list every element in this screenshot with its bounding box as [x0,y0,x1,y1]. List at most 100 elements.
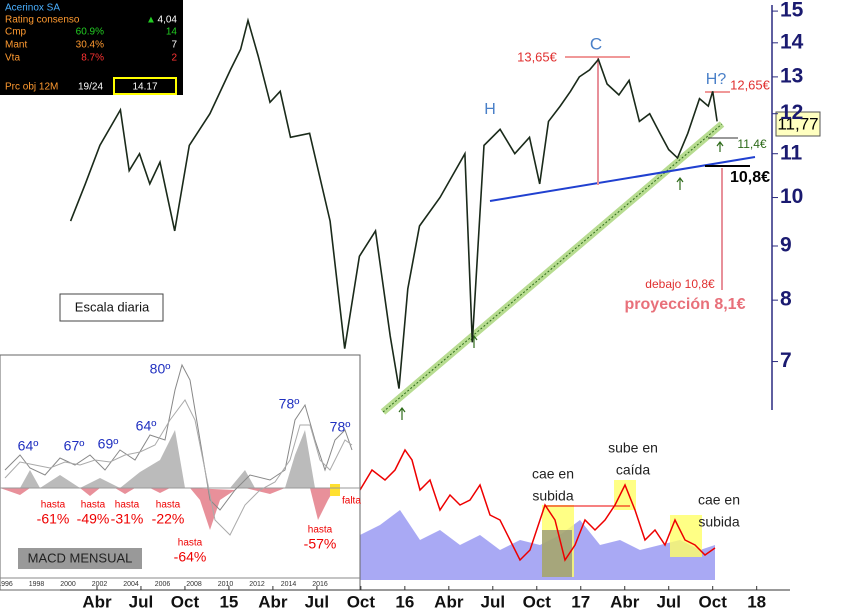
angle-label: 69º [98,436,119,452]
x-tick-label: Oct [699,592,728,611]
x-tick-label: 17 [571,592,590,611]
info-count: 7 [171,40,177,51]
signal-line [4,399,353,536]
angle-label: 67º [64,438,85,454]
macd-bar-area [20,430,315,488]
x-tick-label: Jul [481,592,506,611]
year-label: 2008 [186,581,202,588]
panel-annotation: sube en [608,440,658,456]
decline-label: -57% [304,536,337,552]
annotation: 10,8€ [730,169,770,186]
year-label: 2002 [92,581,108,588]
arrow [398,407,406,420]
y-tick-label: 14 [780,30,804,53]
y-tick-label: 12 [780,101,803,124]
decline-word: hasta [308,525,333,536]
x-tick-label: Oct [171,592,200,611]
panel-annotation: subida [698,514,739,530]
info-label: Mant [5,40,27,51]
info-pct: 8.7% [81,53,104,64]
x-tick-label: Abr [82,592,112,611]
panel-annotation: caída [616,462,650,478]
support-line [489,156,756,202]
x-tick-label: Jul [129,592,154,611]
decline-word: hasta [41,500,66,511]
macd-bars [20,430,315,488]
title-box [18,548,142,569]
decline-word: hasta [115,500,140,511]
x-tick-label: 18 [747,592,766,611]
angle-label: 64º [136,418,157,434]
x-tick-label: 15 [219,592,238,611]
info-count: 14 [166,27,178,38]
info-label: Prc obj 12M [5,82,58,93]
x-tick-label: Jul [305,592,330,611]
annotation: proyección 8,1€ [625,296,746,313]
annotation: 12,65€ [730,77,771,92]
scale-box [59,293,164,322]
x-tick-label: Abr [434,592,464,611]
annotation: C [590,34,602,53]
angle-label: 80º [150,361,171,377]
panel-annotation: cae en [532,466,574,482]
annotation: H? [706,71,727,88]
last-price: 11,77 [777,114,818,133]
decline-label: -22% [152,511,185,527]
annotation: Escala diaria [75,299,150,314]
info-label: Vta [5,53,20,64]
y-tick-label: 15 [780,0,804,22]
info-label: Rating consenso [5,15,80,26]
x-tick-label: Abr [258,592,288,611]
panel-annotation: subida [532,488,573,504]
panel-annotation: cae en [698,492,740,508]
decline-word: hasta [178,538,203,549]
info-label: Cmp [5,27,27,38]
decline-label: -64% [174,549,207,565]
arrow [716,141,724,152]
price-box [775,111,821,137]
falta-box [330,484,340,496]
annotation: H [484,101,496,118]
annotation: debajo 10,8€ [645,277,715,291]
inset-title: MACD MENSUAL [28,550,133,565]
info-pct: 30.4% [76,40,104,51]
y-tick-label: 13 [780,64,803,87]
decline-word: hasta [156,500,181,511]
year-label: 2004 [123,581,139,588]
volume-panel [359,448,716,580]
highlight [542,530,572,577]
target-box [113,77,177,95]
falta-label: falta [342,496,361,507]
x-tick-label: Abr [610,592,640,611]
decline-word: hasta [81,500,106,511]
annotation: 11,4€ [737,137,766,151]
info-value: 14.17 [132,82,157,93]
info-title: Acerinox SA [5,3,60,14]
info-bg [0,0,183,95]
price-line [69,17,718,389]
y-tick-label: 10 [780,185,803,208]
info-pct: 60.9% [76,27,104,38]
highlight [614,480,636,510]
y-tick-label: 7 [780,349,792,372]
up-arrow: ▲ [146,15,156,26]
info-box: Acerinox SA Rating consenso ▲ 4,04 Prc o… [0,0,183,95]
info-count: 2 [171,53,177,64]
x-tick-label: Oct [523,592,552,611]
arrow [676,177,684,190]
y-tick-label: 11 [780,141,803,164]
annotation: 13,65€ [517,49,558,64]
decline-label: -31% [111,511,144,527]
decline-label: -61% [37,511,70,527]
year-label: 2016 [312,581,328,588]
y-tick-label: 9 [780,234,792,257]
x-tick-label: 16 [395,592,414,611]
y-tick-label: 8 [780,288,792,311]
info-value: 4,04 [158,15,178,26]
year-label: 1998 [29,581,45,588]
x-tick-label: Jul [656,592,681,611]
decline-label: -49% [77,511,110,527]
year-label: 2000 [60,581,76,588]
year-label: 2010 [218,581,234,588]
